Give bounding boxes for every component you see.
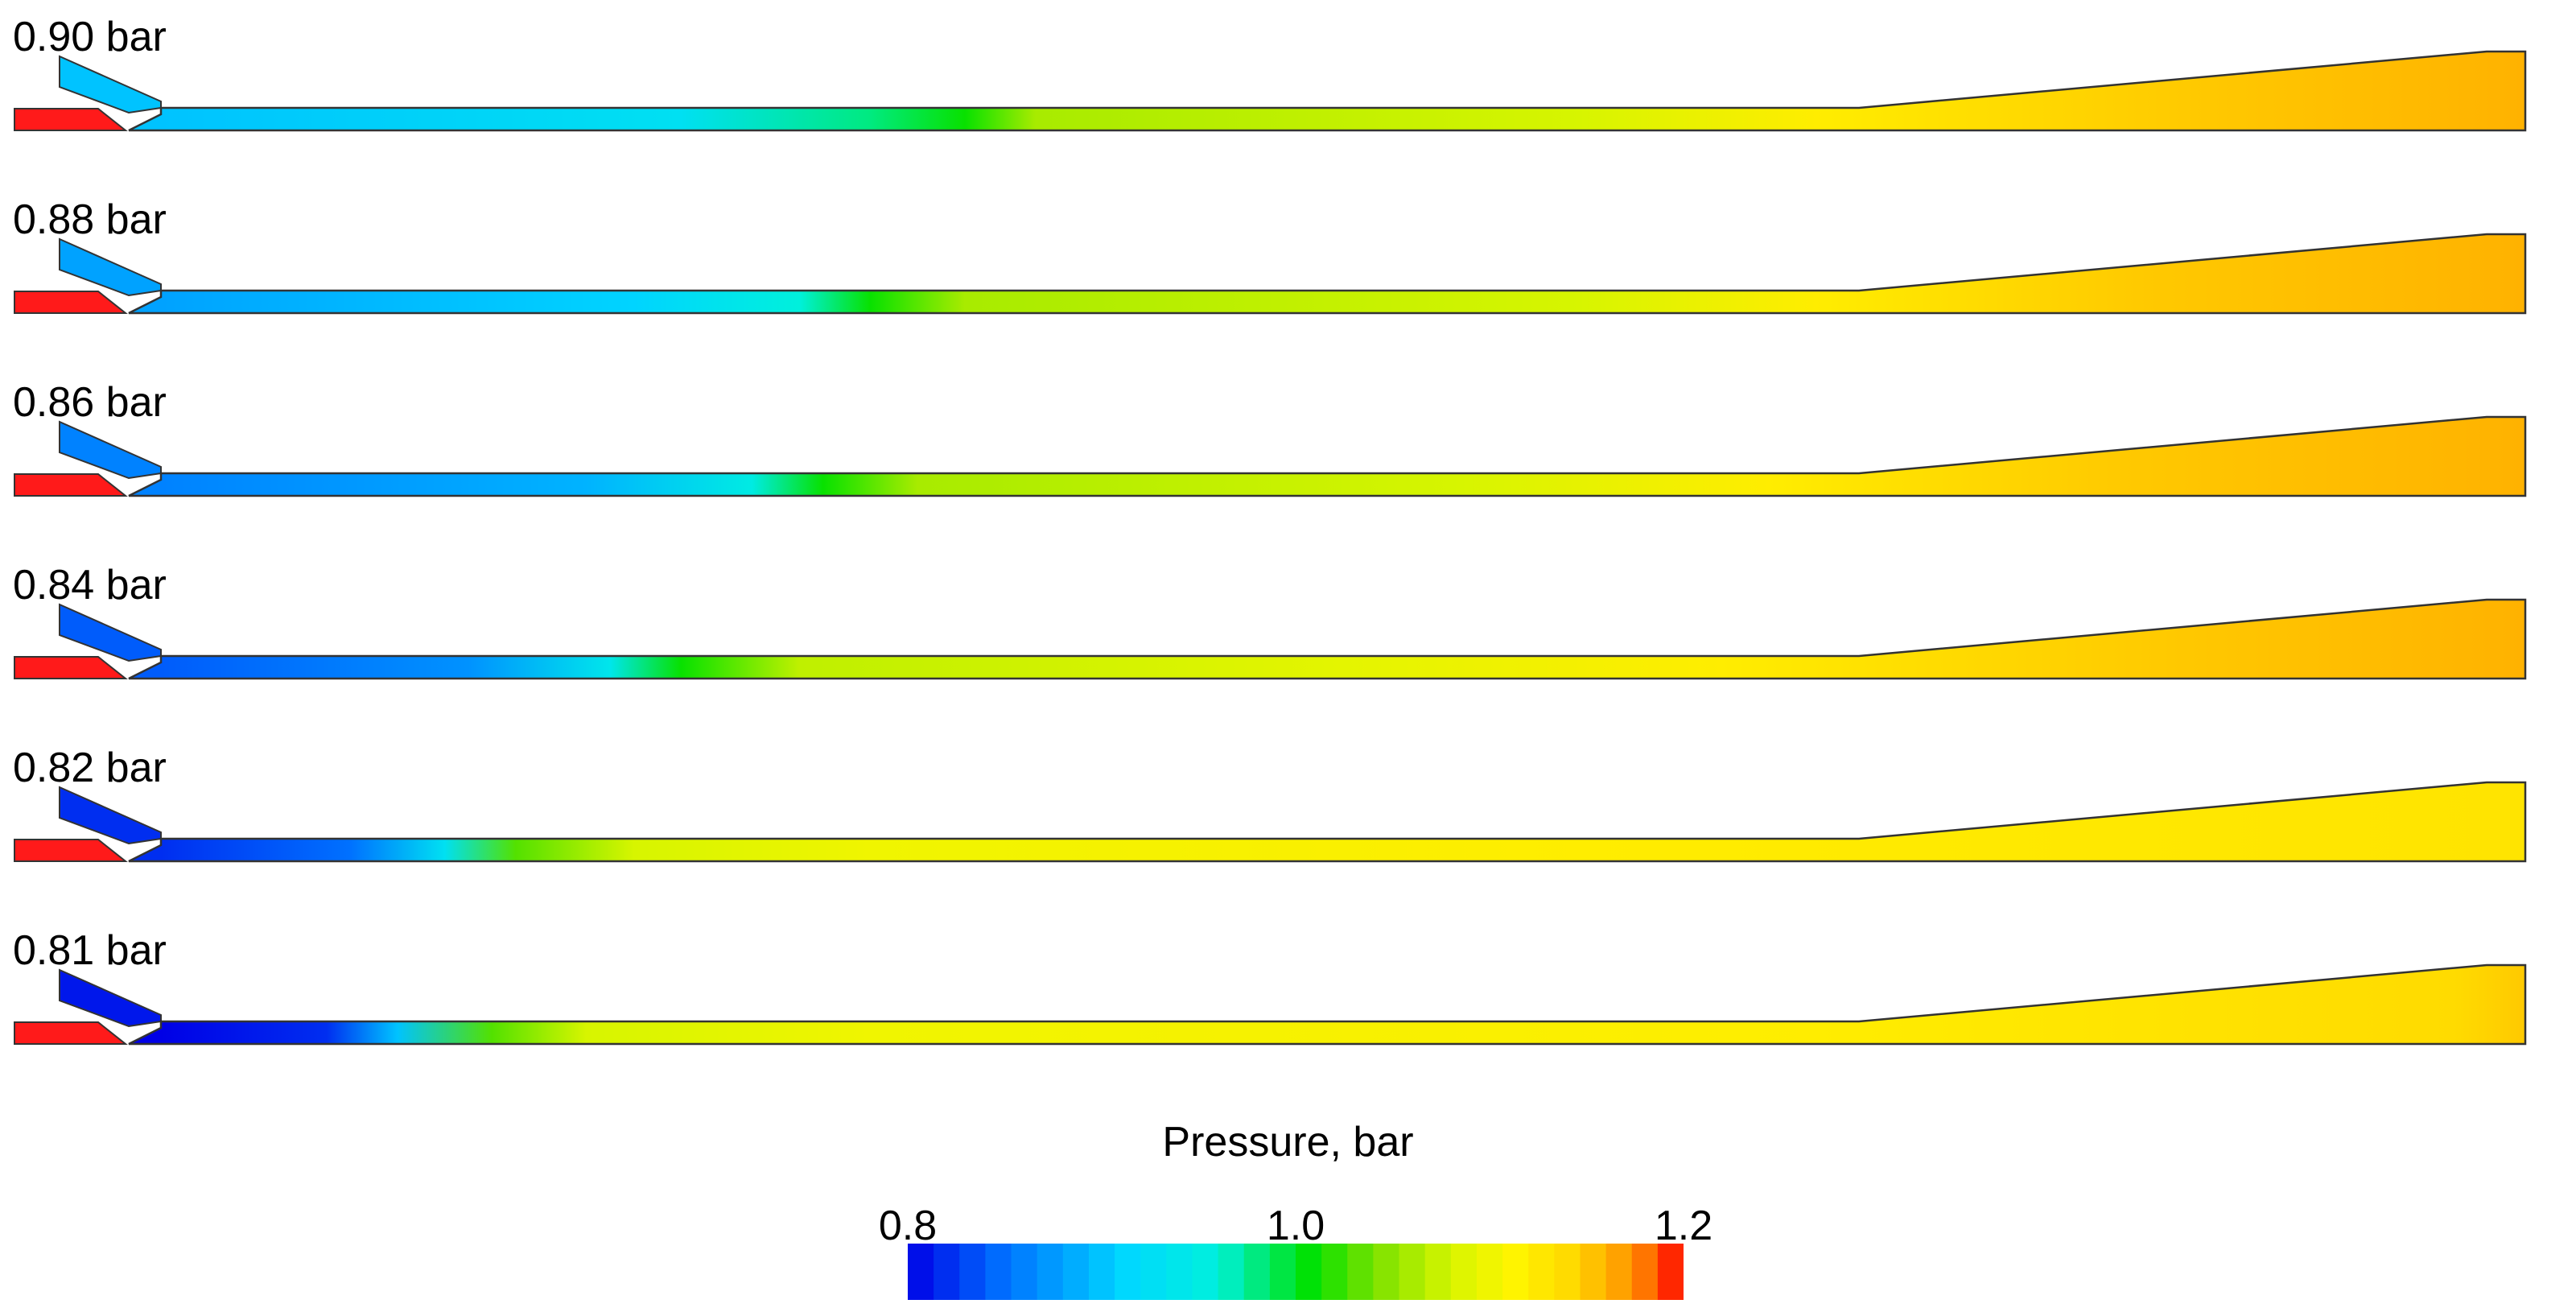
colorbar-band: [1476, 1244, 1503, 1300]
colorbar-band: [1605, 1244, 1633, 1300]
channel-contour: [128, 50, 2527, 132]
colorbar-band: [1192, 1244, 1219, 1300]
inlet-arm: [59, 420, 162, 480]
colorbar-band: [1296, 1244, 1322, 1300]
channel-row-1: [14, 233, 2527, 315]
case-label-3: 0.84 bar: [13, 562, 167, 609]
nozzle-shape: [14, 1021, 128, 1045]
case-label-1: 0.88 bar: [13, 196, 167, 243]
inlet-arm: [59, 968, 162, 1028]
inlet-arm: [59, 237, 162, 297]
colorbar-band: [1631, 1244, 1659, 1300]
colorbar: [908, 1244, 1684, 1300]
nozzle-shape: [14, 656, 128, 679]
colorbar-tick-max: 1.2: [1654, 1203, 1713, 1249]
colorbar-band: [1657, 1244, 1684, 1300]
colorbar-band: [1528, 1244, 1555, 1300]
colorbar-band: [934, 1244, 960, 1300]
channel-contour: [128, 233, 2527, 315]
colorbar-tick-mid: 1.0: [1266, 1203, 1325, 1249]
colorbar-tick-min: 0.8: [878, 1203, 938, 1249]
channel-contour: [128, 598, 2527, 680]
colorbar-band: [908, 1244, 934, 1300]
case-label-5: 0.81 bar: [13, 927, 167, 974]
colorbar-band: [1399, 1244, 1426, 1300]
colorbar-band: [1088, 1244, 1115, 1300]
channel-row-2: [14, 415, 2527, 497]
nozzle-shape: [14, 839, 128, 862]
colorbar-band: [1347, 1244, 1374, 1300]
channel-row-5: [14, 963, 2527, 1046]
colorbar-band: [1321, 1244, 1348, 1300]
case-label-4: 0.82 bar: [13, 745, 167, 791]
colorbar-band: [985, 1244, 1012, 1300]
colorbar-band: [1062, 1244, 1090, 1300]
inlet-arm: [59, 786, 162, 845]
colorbar-band: [1554, 1244, 1581, 1300]
colorbar-band: [1502, 1244, 1529, 1300]
channel-contour: [128, 415, 2527, 497]
nozzle-shape: [14, 108, 128, 131]
inlet-arm: [59, 55, 162, 114]
colorbar-band: [1011, 1244, 1038, 1300]
channel-contour: [128, 963, 2527, 1046]
colorbar-band: [1580, 1244, 1607, 1300]
colorbar-band: [959, 1244, 986, 1300]
channel-contour: [128, 781, 2527, 863]
colorbar-band: [1269, 1244, 1296, 1300]
nozzle-shape: [14, 291, 128, 314]
colorbar-band: [1037, 1244, 1064, 1300]
colorbar-band: [1243, 1244, 1271, 1300]
colorbar-title: Pressure, bar: [1162, 1119, 1414, 1166]
colorbar-band: [1424, 1244, 1452, 1300]
colorbar-band: [1115, 1244, 1141, 1300]
case-label-2: 0.86 bar: [13, 379, 167, 426]
case-label-0: 0.90 bar: [13, 14, 167, 60]
colorbar-band: [1140, 1244, 1167, 1300]
channel-row-3: [14, 598, 2527, 680]
nozzle-shape: [14, 473, 128, 497]
channel-row-4: [14, 781, 2527, 863]
inlet-arm: [59, 603, 162, 662]
channel-row-0: [14, 50, 2527, 132]
colorbar-band: [1450, 1244, 1478, 1300]
colorbar-band: [1373, 1244, 1400, 1300]
channel-contours: [14, 50, 2527, 1046]
colorbar-band: [1166, 1244, 1193, 1300]
colorbar-band: [1218, 1244, 1245, 1300]
